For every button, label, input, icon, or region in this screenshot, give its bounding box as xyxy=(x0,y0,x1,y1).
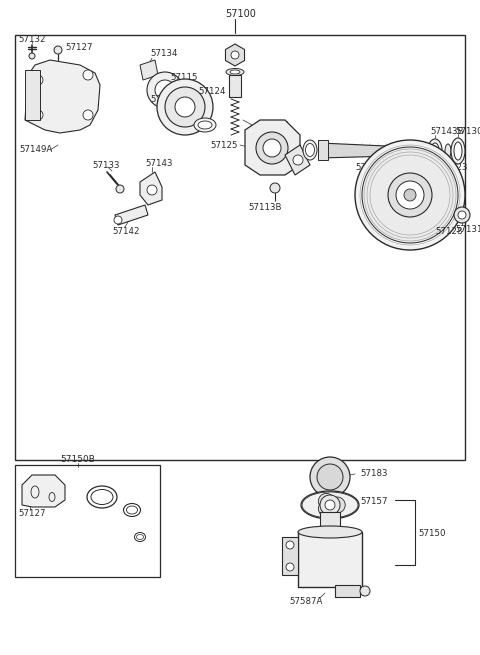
Ellipse shape xyxy=(226,69,244,75)
Polygon shape xyxy=(245,120,300,175)
Circle shape xyxy=(458,211,466,219)
Text: 57115: 57115 xyxy=(170,73,197,81)
Circle shape xyxy=(147,185,157,195)
Text: 57130B: 57130B xyxy=(455,126,480,136)
Circle shape xyxy=(270,183,280,193)
Circle shape xyxy=(360,586,370,596)
Ellipse shape xyxy=(305,143,314,157)
Ellipse shape xyxy=(454,142,462,160)
Text: 57128: 57128 xyxy=(435,227,463,236)
Text: 57100: 57100 xyxy=(225,9,256,19)
Circle shape xyxy=(231,51,239,59)
Circle shape xyxy=(29,53,35,59)
Text: 57587A: 57587A xyxy=(289,597,323,605)
Text: 57120: 57120 xyxy=(355,162,383,172)
Text: 57150: 57150 xyxy=(418,529,445,538)
Text: 57150B: 57150B xyxy=(60,455,95,464)
Polygon shape xyxy=(140,172,162,205)
Circle shape xyxy=(286,563,294,571)
Polygon shape xyxy=(285,145,310,175)
Ellipse shape xyxy=(428,139,442,161)
Polygon shape xyxy=(140,60,158,80)
Ellipse shape xyxy=(303,140,317,160)
Text: 57134: 57134 xyxy=(150,96,178,105)
Polygon shape xyxy=(320,143,430,158)
Circle shape xyxy=(286,541,294,549)
Ellipse shape xyxy=(301,491,359,519)
Text: 57183: 57183 xyxy=(360,468,387,477)
Circle shape xyxy=(116,185,124,193)
Circle shape xyxy=(355,140,465,250)
Circle shape xyxy=(320,495,340,515)
Circle shape xyxy=(454,207,470,223)
Ellipse shape xyxy=(194,118,216,132)
Circle shape xyxy=(404,189,416,201)
Circle shape xyxy=(33,75,43,85)
Circle shape xyxy=(362,147,458,243)
Circle shape xyxy=(256,132,288,164)
Ellipse shape xyxy=(298,526,362,538)
Text: 57142: 57142 xyxy=(112,227,140,236)
Bar xyxy=(25,70,40,120)
Circle shape xyxy=(54,46,62,54)
Circle shape xyxy=(396,181,424,209)
Circle shape xyxy=(165,87,205,127)
Text: 57124: 57124 xyxy=(198,88,226,96)
Ellipse shape xyxy=(91,489,113,504)
Text: 57143: 57143 xyxy=(145,159,172,168)
Text: 57149C: 57149C xyxy=(255,121,288,130)
Text: 57133: 57133 xyxy=(92,160,120,170)
Ellipse shape xyxy=(198,121,212,129)
Text: 57127: 57127 xyxy=(18,508,46,517)
Text: 57125: 57125 xyxy=(210,141,238,149)
Text: 57132: 57132 xyxy=(18,35,46,45)
Bar xyxy=(229,75,241,97)
Polygon shape xyxy=(115,205,148,225)
Ellipse shape xyxy=(431,143,439,157)
Text: 57113B: 57113B xyxy=(248,202,282,212)
Text: 57127: 57127 xyxy=(65,43,93,52)
Text: 57134: 57134 xyxy=(150,48,178,58)
Circle shape xyxy=(83,70,93,80)
Polygon shape xyxy=(226,44,244,66)
Ellipse shape xyxy=(127,506,137,514)
Text: 57123: 57123 xyxy=(440,162,468,172)
Circle shape xyxy=(157,79,213,135)
Circle shape xyxy=(317,464,343,490)
Circle shape xyxy=(388,173,432,217)
Bar xyxy=(335,585,360,597)
Bar xyxy=(320,512,340,530)
Circle shape xyxy=(310,457,350,497)
Circle shape xyxy=(293,155,303,165)
Bar xyxy=(318,140,328,160)
Ellipse shape xyxy=(136,534,144,540)
Polygon shape xyxy=(22,475,65,507)
Bar xyxy=(282,537,298,575)
Circle shape xyxy=(114,216,122,224)
Circle shape xyxy=(175,97,195,117)
Ellipse shape xyxy=(445,144,451,158)
Bar xyxy=(15,35,465,460)
Text: 57149A: 57149A xyxy=(19,145,52,155)
Polygon shape xyxy=(25,60,100,133)
Circle shape xyxy=(147,72,183,108)
Circle shape xyxy=(318,500,335,517)
Ellipse shape xyxy=(451,138,465,164)
Circle shape xyxy=(83,110,93,120)
Circle shape xyxy=(329,497,345,513)
Bar xyxy=(298,532,362,587)
Ellipse shape xyxy=(230,70,240,74)
Circle shape xyxy=(263,139,281,157)
Circle shape xyxy=(155,80,175,100)
Text: 57131: 57131 xyxy=(455,225,480,233)
Bar xyxy=(15,465,160,577)
Text: 57157: 57157 xyxy=(360,498,387,506)
Text: 57143B: 57143B xyxy=(430,128,464,136)
Circle shape xyxy=(33,110,43,120)
Circle shape xyxy=(325,500,335,510)
Circle shape xyxy=(318,493,335,510)
